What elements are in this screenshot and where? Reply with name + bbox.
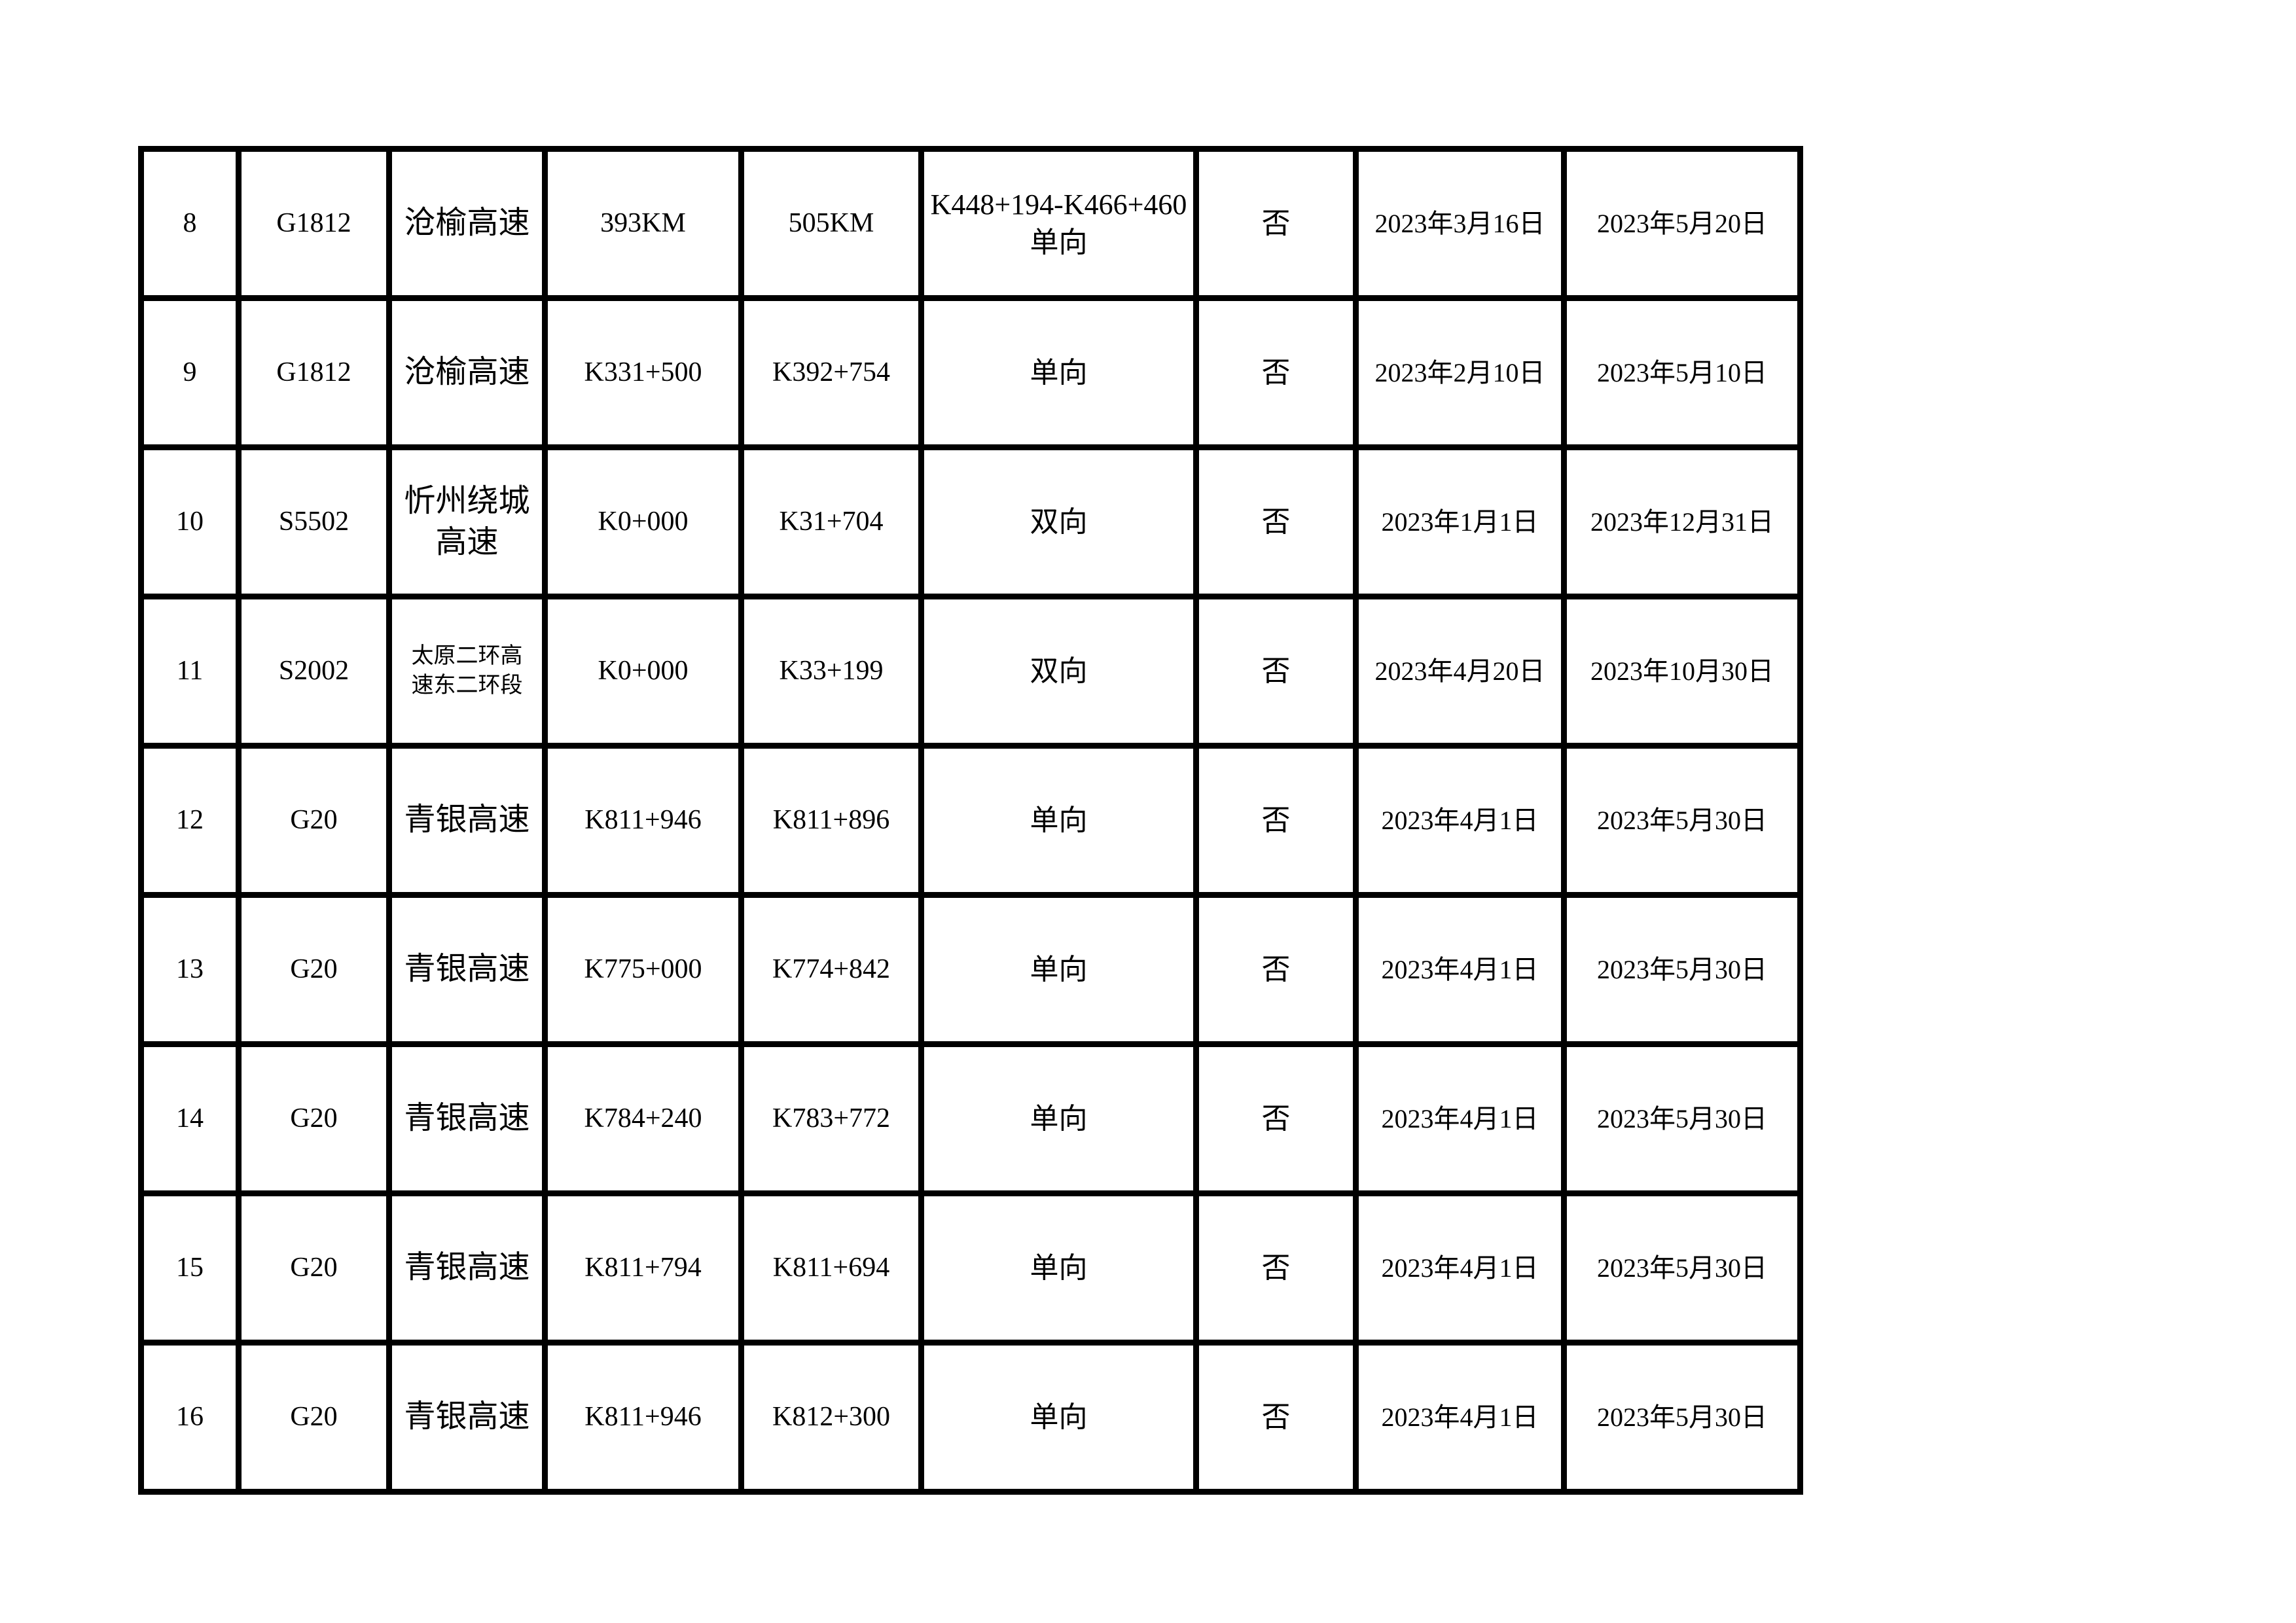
cell-road-name: 沧榆高速	[386, 295, 548, 450]
cell-start-date: 2023年1月1日	[1353, 444, 1567, 599]
cell-direction: 双向	[918, 444, 1199, 599]
cell-end-stake: K774+842	[738, 892, 924, 1047]
table-body: 8 G1812 沧榆高速 393KM 505KM K448+194-K466+4…	[138, 146, 1803, 1495]
cell-road-code: G1812	[236, 146, 392, 301]
cell-start-date: 2023年4月20日	[1353, 594, 1567, 749]
cell-road-name: 太原二环高速东二环段	[386, 594, 548, 749]
cell-road-code: G20	[236, 1340, 392, 1495]
table-row: 14 G20 青银高速 K784+240 K783+772 单向 否 2023年…	[138, 1041, 1803, 1196]
table-row: 11 S2002 太原二环高速东二环段 K0+000 K33+199 双向 否 …	[138, 594, 1803, 749]
cell-end-date: 2023年5月20日	[1561, 146, 1803, 301]
cell-start-date: 2023年4月1日	[1353, 743, 1567, 898]
cell-end-stake: K811+694	[738, 1190, 924, 1346]
cell-start-stake: K0+000	[542, 444, 744, 599]
cell-end-date: 2023年10月30日	[1561, 594, 1803, 749]
cell-yes-no: 否	[1193, 1041, 1359, 1196]
table-row: 8 G1812 沧榆高速 393KM 505KM K448+194-K466+4…	[138, 146, 1803, 301]
cell-road-name: 青银高速	[386, 1041, 548, 1196]
cell-row-number: 13	[138, 892, 242, 1047]
cell-end-date: 2023年5月30日	[1561, 1190, 1803, 1346]
cell-end-date: 2023年5月30日	[1561, 743, 1803, 898]
cell-start-date: 2023年4月1日	[1353, 1041, 1567, 1196]
cell-road-code: G1812	[236, 295, 392, 450]
cell-start-date: 2023年4月1日	[1353, 892, 1567, 1047]
cell-direction: 单向	[918, 743, 1199, 898]
cell-end-stake: K783+772	[738, 1041, 924, 1196]
table-row: 15 G20 青银高速 K811+794 K811+694 单向 否 2023年…	[138, 1190, 1803, 1346]
cell-start-date: 2023年4月1日	[1353, 1190, 1567, 1346]
cell-start-stake: K784+240	[542, 1041, 744, 1196]
cell-road-code: S5502	[236, 444, 392, 599]
cell-end-date: 2023年5月30日	[1561, 1340, 1803, 1495]
cell-start-stake: K811+794	[542, 1190, 744, 1346]
cell-road-code: S2002	[236, 594, 392, 749]
cell-row-number: 14	[138, 1041, 242, 1196]
cell-road-name: 青银高速	[386, 1190, 548, 1346]
cell-end-date: 2023年5月30日	[1561, 1041, 1803, 1196]
cell-yes-no: 否	[1193, 1190, 1359, 1346]
cell-road-code: G20	[236, 1190, 392, 1346]
cell-end-stake: K33+199	[738, 594, 924, 749]
cell-road-name: 青银高速	[386, 743, 548, 898]
table-row: 13 G20 青银高速 K775+000 K774+842 单向 否 2023年…	[138, 892, 1803, 1047]
cell-end-stake: 505KM	[738, 146, 924, 301]
cell-end-stake: K812+300	[738, 1340, 924, 1495]
cell-start-date: 2023年3月16日	[1353, 146, 1567, 301]
cell-row-number: 8	[138, 146, 242, 301]
cell-row-number: 12	[138, 743, 242, 898]
table-row: 16 G20 青银高速 K811+946 K812+300 单向 否 2023年…	[138, 1340, 1803, 1495]
cell-direction: 单向	[918, 892, 1199, 1047]
cell-direction: 双向	[918, 594, 1199, 749]
cell-yes-no: 否	[1193, 1340, 1359, 1495]
road-closure-table: 8 G1812 沧榆高速 393KM 505KM K448+194-K466+4…	[138, 146, 1803, 1495]
cell-start-stake: K0+000	[542, 594, 744, 749]
cell-yes-no: 否	[1193, 743, 1359, 898]
cell-start-date: 2023年4月1日	[1353, 1340, 1567, 1495]
cell-road-name: 忻州绕城高速	[386, 444, 548, 599]
cell-start-stake: K331+500	[542, 295, 744, 450]
cell-end-stake: K392+754	[738, 295, 924, 450]
cell-row-number: 10	[138, 444, 242, 599]
cell-start-date: 2023年2月10日	[1353, 295, 1567, 450]
cell-direction: 单向	[918, 1041, 1199, 1196]
cell-road-name: 青银高速	[386, 1340, 548, 1495]
cell-start-stake: K811+946	[542, 743, 744, 898]
cell-row-number: 16	[138, 1340, 242, 1495]
table-row: 12 G20 青银高速 K811+946 K811+896 单向 否 2023年…	[138, 743, 1803, 898]
cell-road-code: G20	[236, 892, 392, 1047]
cell-row-number: 11	[138, 594, 242, 749]
cell-yes-no: 否	[1193, 444, 1359, 599]
cell-end-stake: K811+896	[738, 743, 924, 898]
cell-direction: 单向	[918, 1190, 1199, 1346]
cell-yes-no: 否	[1193, 295, 1359, 450]
cell-direction: 单向	[918, 1340, 1199, 1495]
cell-yes-no: 否	[1193, 892, 1359, 1047]
cell-yes-no: 否	[1193, 146, 1359, 301]
cell-start-stake: K811+946	[542, 1340, 744, 1495]
table-row: 10 S5502 忻州绕城高速 K0+000 K31+704 双向 否 2023…	[138, 444, 1803, 599]
cell-road-name: 沧榆高速	[386, 146, 548, 301]
cell-direction: K448+194-K466+460 单向	[918, 146, 1199, 301]
cell-end-stake: K31+704	[738, 444, 924, 599]
cell-road-name: 青银高速	[386, 892, 548, 1047]
cell-start-stake: K775+000	[542, 892, 744, 1047]
cell-end-date: 2023年5月10日	[1561, 295, 1803, 450]
table-row: 9 G1812 沧榆高速 K331+500 K392+754 单向 否 2023…	[138, 295, 1803, 450]
cell-start-stake: 393KM	[542, 146, 744, 301]
cell-end-date: 2023年5月30日	[1561, 892, 1803, 1047]
cell-road-code: G20	[236, 1041, 392, 1196]
cell-direction: 单向	[918, 295, 1199, 450]
cell-road-code: G20	[236, 743, 392, 898]
cell-row-number: 15	[138, 1190, 242, 1346]
cell-yes-no: 否	[1193, 594, 1359, 749]
cell-end-date: 2023年12月31日	[1561, 444, 1803, 599]
road-closure-table-container: 8 G1812 沧榆高速 393KM 505KM K448+194-K466+4…	[138, 146, 1803, 1495]
cell-row-number: 9	[138, 295, 242, 450]
